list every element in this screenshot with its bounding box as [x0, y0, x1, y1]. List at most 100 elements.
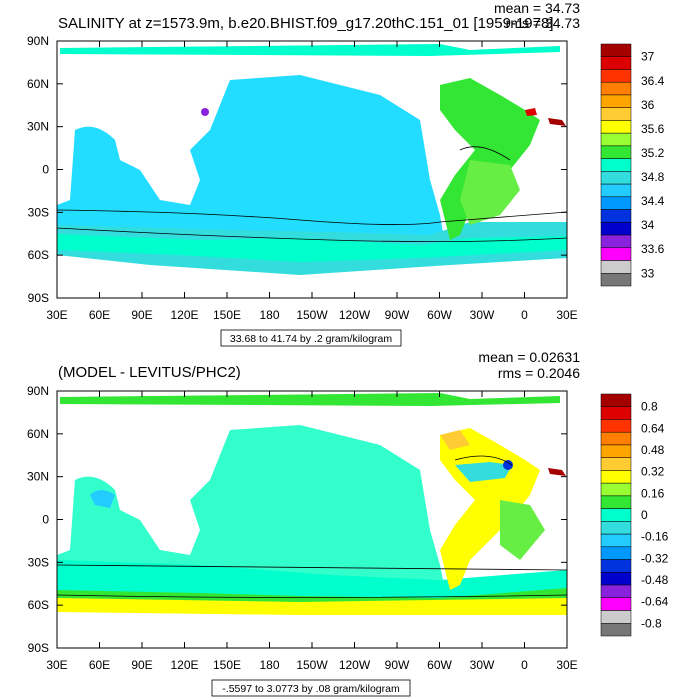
x-tick-label: 0 [521, 308, 528, 322]
pacific-diff-field [57, 425, 445, 595]
colorbar-swatch [600, 158, 632, 172]
contour-line [57, 594, 567, 598]
colorbar-swatch [600, 107, 632, 121]
colorbar-swatch [600, 597, 632, 611]
panel2-x-axis: 30E 60E 90E 120E 150E 180 150W 120W 90W 60W 30W 0 30… [46, 391, 578, 672]
colorbar-swatch [600, 171, 632, 185]
colorbar-swatch [600, 521, 632, 535]
colorbar-label: 33.6 [641, 242, 665, 256]
x-tick-label: 60W [427, 308, 452, 322]
colorbar-label: -0.32 [641, 551, 669, 565]
y-tick-label: 60S [28, 248, 49, 262]
x-tick-label: 30W [470, 308, 495, 322]
contour-line [57, 227, 567, 242]
panel2-colorbar: 0.8 0.64 0.48 0.32 0.16 0 -0.16 -0.32 -0.48 -0.64… [600, 393, 669, 637]
colorbar-swatch [600, 584, 632, 599]
x-tick-label: 90W [385, 308, 410, 322]
colorbar-label: -0.48 [641, 573, 669, 587]
panel2-contour-box [211, 679, 411, 697]
x-tick-label: 30E [46, 308, 67, 322]
colorbar-swatch [600, 470, 632, 484]
colorbar-swatch [600, 444, 632, 458]
colorbar-swatch [600, 546, 632, 560]
x-tick-label: 120W [339, 658, 371, 672]
colorbar-swatch [600, 145, 632, 159]
panel1-y-axis: 90N 60N 30N 0 30S 60S 90S [27, 34, 567, 305]
y-tick-label: 0 [42, 163, 49, 177]
colorbar-label: 37 [641, 50, 655, 64]
colorbar-label: 35.6 [641, 122, 665, 136]
med-outflow-2 [525, 108, 537, 116]
colorbar-swatch [600, 183, 632, 198]
colorbar-swatch [600, 559, 632, 573]
colorbar-swatch [600, 457, 632, 471]
x-tick-label: 150E [213, 308, 241, 322]
panel2-title: (MODEL - LEVITUS/PHC2) [58, 364, 241, 381]
panel1-title: SALINITY at z=1573.9m, b.e20.BHIST.f09_g… [58, 15, 553, 32]
x-tick-label: 0 [521, 658, 528, 672]
marginal-sea-feature [201, 108, 209, 116]
colorbar-swatch [600, 623, 632, 637]
arabian-sea-diff [90, 490, 115, 508]
colorbar-label: 0.16 [641, 486, 665, 500]
y-tick-label: 60N [27, 427, 49, 441]
colorbar-swatch [600, 234, 632, 249]
y-tick-label: 30S [28, 205, 49, 219]
y-tick-label: 60N [27, 77, 49, 91]
x-tick-label: 150W [296, 658, 328, 672]
x-tick-label: 150W [296, 308, 328, 322]
south-atlantic-diff [500, 500, 545, 560]
y-tick-label: 90S [28, 641, 49, 655]
x-tick-label: 30E [46, 658, 67, 672]
colorbar-label: 0.48 [641, 443, 665, 457]
colorbar-label: 33 [641, 266, 655, 280]
panel2-rms: rms = 0.2046 [498, 365, 580, 381]
x-tick-label: 180 [259, 308, 279, 322]
x-tick-label: 120W [339, 308, 371, 322]
southern-ocean-band [57, 234, 567, 262]
contour-line [459, 146, 511, 161]
colorbar-label: -0.8 [641, 616, 662, 630]
gulfstream-core [503, 460, 513, 470]
colorbar-swatch [600, 196, 632, 210]
colorbar-label: 34 [641, 218, 655, 232]
colorbar-swatch [600, 132, 632, 147]
colorbar-swatch [600, 572, 632, 586]
x-tick-label: 60W [427, 658, 452, 672]
mediterranean-outflow [548, 118, 566, 126]
panel1-map [57, 41, 567, 298]
colorbar-swatch [600, 56, 632, 70]
x-tick-label: 180 [259, 658, 279, 672]
colorbar-swatch [600, 94, 632, 108]
y-tick-label: 30N [27, 470, 49, 484]
y-tick-label: 90S [28, 291, 49, 305]
y-tick-label: 30N [27, 120, 49, 134]
southern-diff-yellow [57, 598, 567, 615]
panel1-contour-info: 33.68 to 41.74 by .2 gram/kilogram [230, 333, 393, 345]
y-tick-label: 0 [42, 513, 49, 527]
colorbar-label: 0.8 [641, 400, 658, 414]
panel2-contour-info: -.5597 to 3.0773 by .08 gram/kilogram [222, 683, 400, 695]
labrador-diff [440, 430, 470, 450]
y-tick-label: 60S [28, 598, 49, 612]
colorbar-swatch [600, 260, 632, 274]
x-tick-label: 120E [170, 308, 198, 322]
x-tick-label: 120E [170, 658, 198, 672]
colorbar-swatch [600, 273, 632, 287]
colorbar-swatch [600, 495, 632, 509]
colorbar-label: 0 [641, 508, 648, 522]
colorbar-swatch [600, 247, 632, 261]
colorbar-swatch [600, 393, 632, 407]
panel1-x-axis: 30E 60E 90E 120E 150E 180 150W 120W 90W 60W 30W 0 30… [46, 41, 578, 322]
colorbar-swatch [600, 431, 632, 446]
panel-salinity: SALINITY at z=1573.9m, b.e20.BHIST.f09_g… [27, 0, 665, 347]
y-tick-label: 90N [27, 34, 49, 48]
colorbar-label: -0.64 [641, 595, 669, 609]
colorbar-swatch [600, 120, 632, 134]
colorbar-swatch [600, 69, 632, 83]
contour-line [454, 455, 513, 466]
panel2-mean: mean = 0.02631 [478, 349, 580, 365]
x-tick-label: 90W [385, 658, 410, 672]
med-diff [548, 468, 566, 476]
colorbar-swatch [600, 406, 632, 420]
